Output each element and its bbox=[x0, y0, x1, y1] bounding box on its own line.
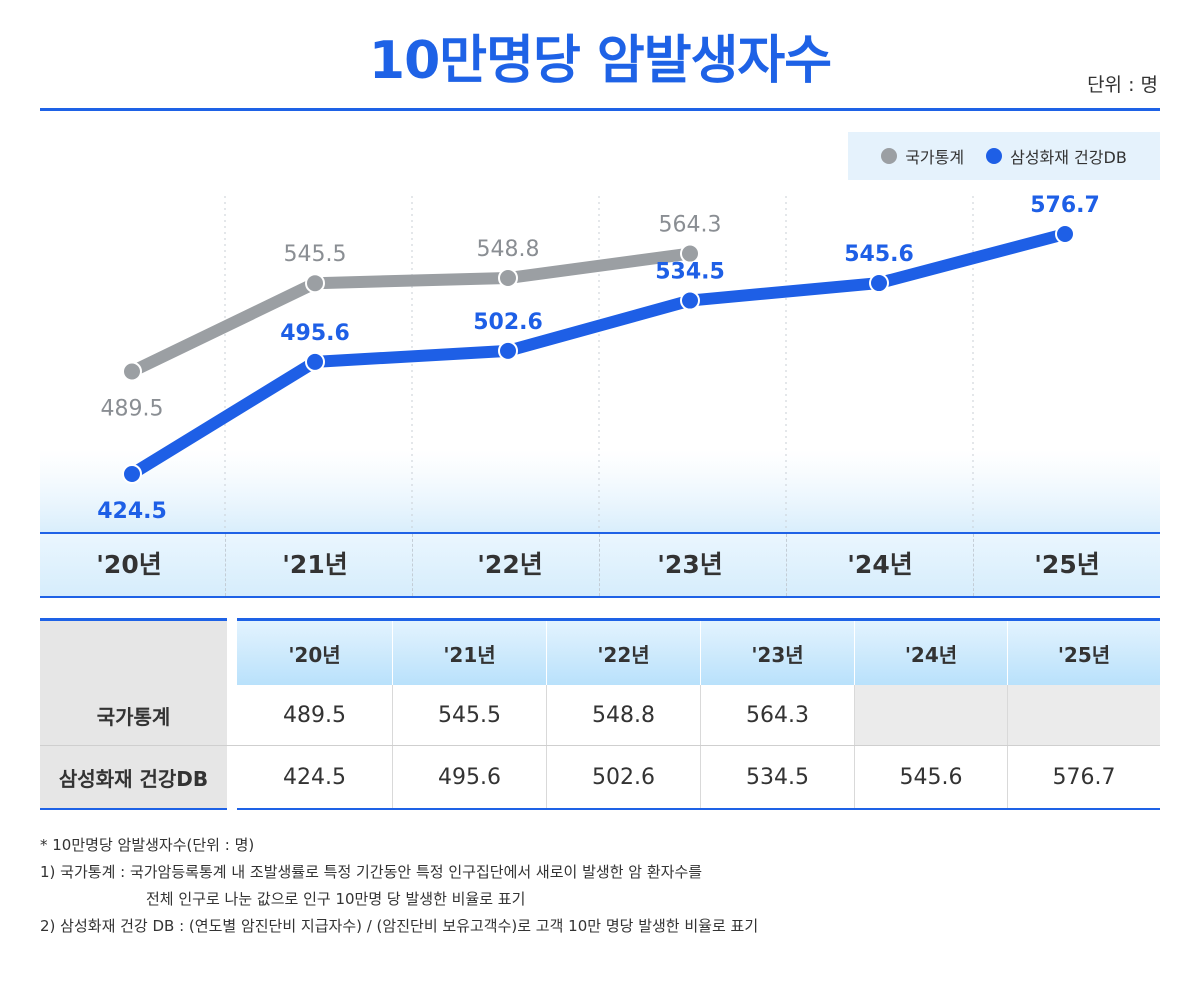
data-label: 545.5 bbox=[284, 242, 347, 267]
x-tick-label: '22년 bbox=[477, 550, 543, 579]
data-label: 424.5 bbox=[97, 499, 167, 524]
data-point bbox=[1055, 224, 1075, 244]
x-tick-label: '20년 bbox=[96, 550, 162, 579]
x-axis-separator bbox=[786, 534, 787, 596]
x-tick-label: '23년 bbox=[657, 550, 723, 579]
table-cell: 495.6 bbox=[392, 746, 546, 808]
table-bottom-rule-left bbox=[40, 808, 227, 810]
data-label: 545.6 bbox=[844, 242, 914, 267]
legend-item-samsung: 삼성화재 건강DB bbox=[986, 144, 1127, 168]
table-header-cell: '23년 bbox=[700, 621, 854, 685]
title-divider bbox=[40, 108, 1160, 111]
data-label: 489.5 bbox=[101, 397, 164, 422]
legend: 국가통계 삼성화재 건강DB bbox=[848, 132, 1160, 180]
table-top-rule-right bbox=[237, 618, 1160, 621]
table-top-rule-left bbox=[40, 618, 227, 621]
footnote-line: * 10만명당 암발생자수(단위 : 명) bbox=[40, 836, 255, 854]
table-cell: 489.5 bbox=[283, 702, 346, 728]
chart-bottom-gradient bbox=[40, 450, 1160, 532]
table-cell: 548.8 bbox=[546, 685, 700, 745]
table-cell: 545.6 bbox=[854, 746, 1007, 808]
chart-title: 10만명당 암발생자수 bbox=[368, 31, 832, 91]
table-cell-empty bbox=[1007, 685, 1160, 745]
data-label: 548.8 bbox=[477, 237, 540, 262]
data-point bbox=[680, 243, 700, 264]
data-point bbox=[869, 273, 889, 294]
table-cell: 564.3 bbox=[700, 685, 854, 745]
data-point bbox=[305, 351, 325, 372]
data-label: 502.6 bbox=[473, 310, 543, 335]
footnote-line: 1) 국가통계 : 국가암등록통계 내 조발생률로 특정 기간동안 특정 인구집… bbox=[40, 863, 703, 881]
table-header-cell: '20년 bbox=[237, 621, 392, 685]
x-tick-label: '24년 bbox=[847, 550, 913, 579]
legend-marker-national bbox=[881, 148, 898, 164]
footnotes: * 10만명당 암발생자수(단위 : 명) 1) 국가통계 : 국가암등록통계 … bbox=[40, 832, 1160, 940]
x-tick-label: '21년 bbox=[282, 550, 348, 579]
table-row: 국가통계 489.5 545.5 548.8 564.3 bbox=[40, 685, 1160, 745]
data-label: 564.3 bbox=[659, 213, 722, 238]
data-label: 534.5 bbox=[655, 260, 725, 285]
table-row: 삼성화재 건강DB 424.5 495.6 502.6 534.5 545.6 … bbox=[40, 746, 1160, 808]
table-cell: 576.7 bbox=[1007, 746, 1160, 808]
series-line bbox=[126, 247, 696, 378]
unit-label: 단위 : 명 bbox=[1087, 74, 1158, 96]
table-cell: 545.5 bbox=[392, 685, 546, 745]
table-header-cell: '21년 bbox=[392, 621, 546, 685]
table-cell: 534.5 bbox=[700, 746, 854, 808]
table-bottom-rule-right bbox=[237, 808, 1160, 810]
x-axis-separator bbox=[412, 534, 413, 596]
legend-label-national: 국가통계 bbox=[905, 148, 965, 167]
data-point bbox=[305, 273, 325, 294]
data-point bbox=[498, 340, 518, 361]
table-row-header: 삼성화재 건강DB bbox=[40, 746, 227, 808]
data-point bbox=[680, 290, 700, 311]
table-row-divider bbox=[40, 745, 1160, 746]
x-tick-label: '25년 bbox=[1034, 550, 1100, 579]
x-axis-separator bbox=[225, 534, 226, 596]
series-line bbox=[126, 228, 1071, 480]
table-header-cell: '22년 bbox=[546, 621, 700, 685]
legend-item-national: 국가통계 bbox=[881, 144, 964, 168]
table-header-cell: '24년 bbox=[854, 621, 1007, 685]
table-header-row: '20년 '21년 '22년 '23년 '24년 '25년 bbox=[40, 621, 1160, 685]
data-point bbox=[122, 464, 142, 484]
table-cell: 502.6 bbox=[546, 746, 700, 808]
x-axis-band: '20년 '21년 '22년 '23년 '24년 '25년 bbox=[40, 532, 1160, 598]
table-header-cell: '25년 bbox=[1007, 621, 1160, 685]
legend-label-samsung: 삼성화재 건강DB bbox=[1010, 148, 1127, 167]
footnote-line: 2) 삼성화재 건강 DB : (연도별 암진단비 지급자수) / (암진단비 … bbox=[40, 917, 759, 935]
data-label: 495.6 bbox=[280, 321, 350, 346]
table-row-header: 국가통계 bbox=[40, 685, 227, 745]
table-corner-cell bbox=[40, 621, 227, 685]
data-label: 576.7 bbox=[1030, 193, 1100, 218]
legend-marker-samsung bbox=[986, 148, 1003, 164]
data-point bbox=[498, 267, 518, 288]
x-axis-separator bbox=[599, 534, 600, 596]
data-point bbox=[122, 361, 142, 382]
table-cell: 424.5 bbox=[283, 764, 346, 790]
line-chart: 489.5 545.5 548.8 564.3 424.5 495.6 502.6 534.5… bbox=[40, 193, 1160, 532]
x-axis-separator bbox=[973, 534, 974, 596]
table-cell-empty bbox=[854, 685, 1007, 745]
footnote-line: 전체 인구로 나눈 값으로 인구 10만명 당 발생한 비율로 표기 bbox=[146, 890, 526, 908]
